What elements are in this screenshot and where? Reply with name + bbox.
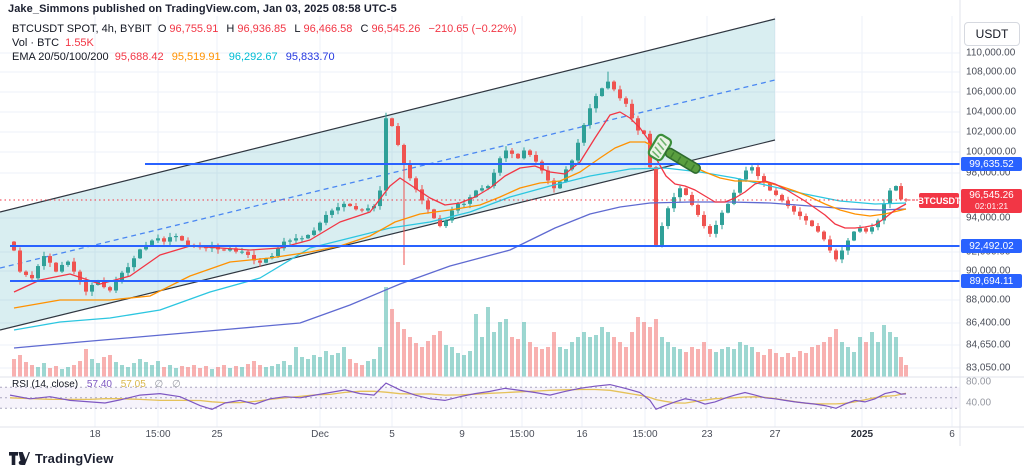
time-axis-label: 18 [89,429,101,440]
volume-value: 1.55K [65,37,94,49]
rsi-band-hidden-1: ∅ [154,379,164,390]
high-value: 96,936.85 [237,23,287,35]
hammer-drawing-icon[interactable] [640,130,710,182]
open-value: 96,755.91 [169,23,219,35]
symbol-title: BTCUSDT SPOT, 4h, BYBIT [12,23,152,35]
gridlines [0,16,960,427]
ema100-value: 96,292.67 [228,51,278,63]
price-axis-label: 84,650.00 [966,339,1011,351]
rsi-axis-label: 80.00 [966,376,992,388]
legend-volume-row: Vol · BTC 1.55K [12,37,94,49]
currency-toggle-button[interactable]: USDT [964,22,1020,46]
ema50-line [13,141,907,309]
time-axis-label: 25 [211,429,223,440]
price-axis-label: 90,000.00 [966,265,1011,277]
rsi-legend: RSI (14, close) 57.40 57.05 ∅ ∅ [12,379,181,390]
rsi-axis-label: 40.00 [966,397,992,409]
legend-ema-row: EMA 20/50/100/200 95,688.42 95,519.91 96… [12,51,335,63]
price-axis-label: 108,000.00 [966,66,1017,78]
change-value: −210.65 (−0.22%) [428,23,517,35]
price-axis-label: 98,000.00 [966,167,1011,179]
price-level-tag-2: 92,492.02 [961,239,1022,253]
price-axis-label: 94,000.00 [966,212,1011,224]
price-axis-label: 102,000.00 [966,126,1017,138]
time-axis-label: 5 [389,429,395,440]
price-axis-label: 100,000.00 [966,146,1017,158]
time-axis-label: 15:00 [632,429,658,440]
legend-symbol-row: BTCUSDT SPOT, 4h, BYBIT O 96,755.91 H 96,9… [12,23,517,35]
time-axis-label: 15:00 [145,429,171,440]
current-price-tag: 96,545.26 02:01:21 [961,189,1022,213]
time-axis-label: 27 [769,429,781,440]
time-axis-label: 23 [701,429,713,440]
time-axis-label: 6 [949,429,955,440]
publish-watermark: Jake_Simmons published on TradingView.co… [8,3,397,15]
ema200-value: 95,833.70 [285,51,335,63]
ema20-value: 95,688.42 [114,51,164,63]
price-axis-label: 104,000.00 [966,106,1017,118]
tradingview-mark-icon [9,452,30,465]
ema100-line [13,167,907,331]
candlestick-series [12,71,908,296]
rsi-value: 57.40 [86,379,112,390]
price-axis-label: 110,000.00 [966,47,1016,59]
bar-countdown: 02:01:21 [974,201,1009,211]
rsi-pane [0,386,960,409]
price-axis-label: 106,000.00 [966,86,1017,98]
time-axis-label: 16 [576,429,588,440]
ema50-value: 95,519.91 [171,51,221,63]
price-axis-label: 86,400.00 [966,317,1011,329]
time-axis-label: 15:00 [509,429,535,440]
price-line-symbol-tag: BTCUSDT [918,193,961,208]
volume-histogram [12,287,908,377]
price-level-tag-3: 89,694.11 [961,274,1022,288]
chart-legend: BTCUSDT SPOT, 4h, BYBIT O 96,755.91 H 96,9… [12,22,522,64]
time-axis-label: 9 [459,429,465,440]
time-axis-label: 2025 [850,429,874,440]
price-axis-label: 83,050.00 [966,362,1011,374]
low-value: 96,466.58 [303,23,353,35]
rsi-line [9,382,907,411]
time-axis-label: Dec [311,429,329,440]
price-level-tag-1: 99,635.52 [961,157,1022,171]
tradingview-logo: TradingView [9,451,114,466]
rsi-ma-value: 57.05 [120,379,146,390]
ema200-line [13,201,907,349]
rsi-band-hidden-2: ∅ [172,379,181,390]
close-value: 96,545.26 [371,23,421,35]
ema20-line [13,111,907,293]
price-axis-label: 88,000.00 [966,294,1011,306]
